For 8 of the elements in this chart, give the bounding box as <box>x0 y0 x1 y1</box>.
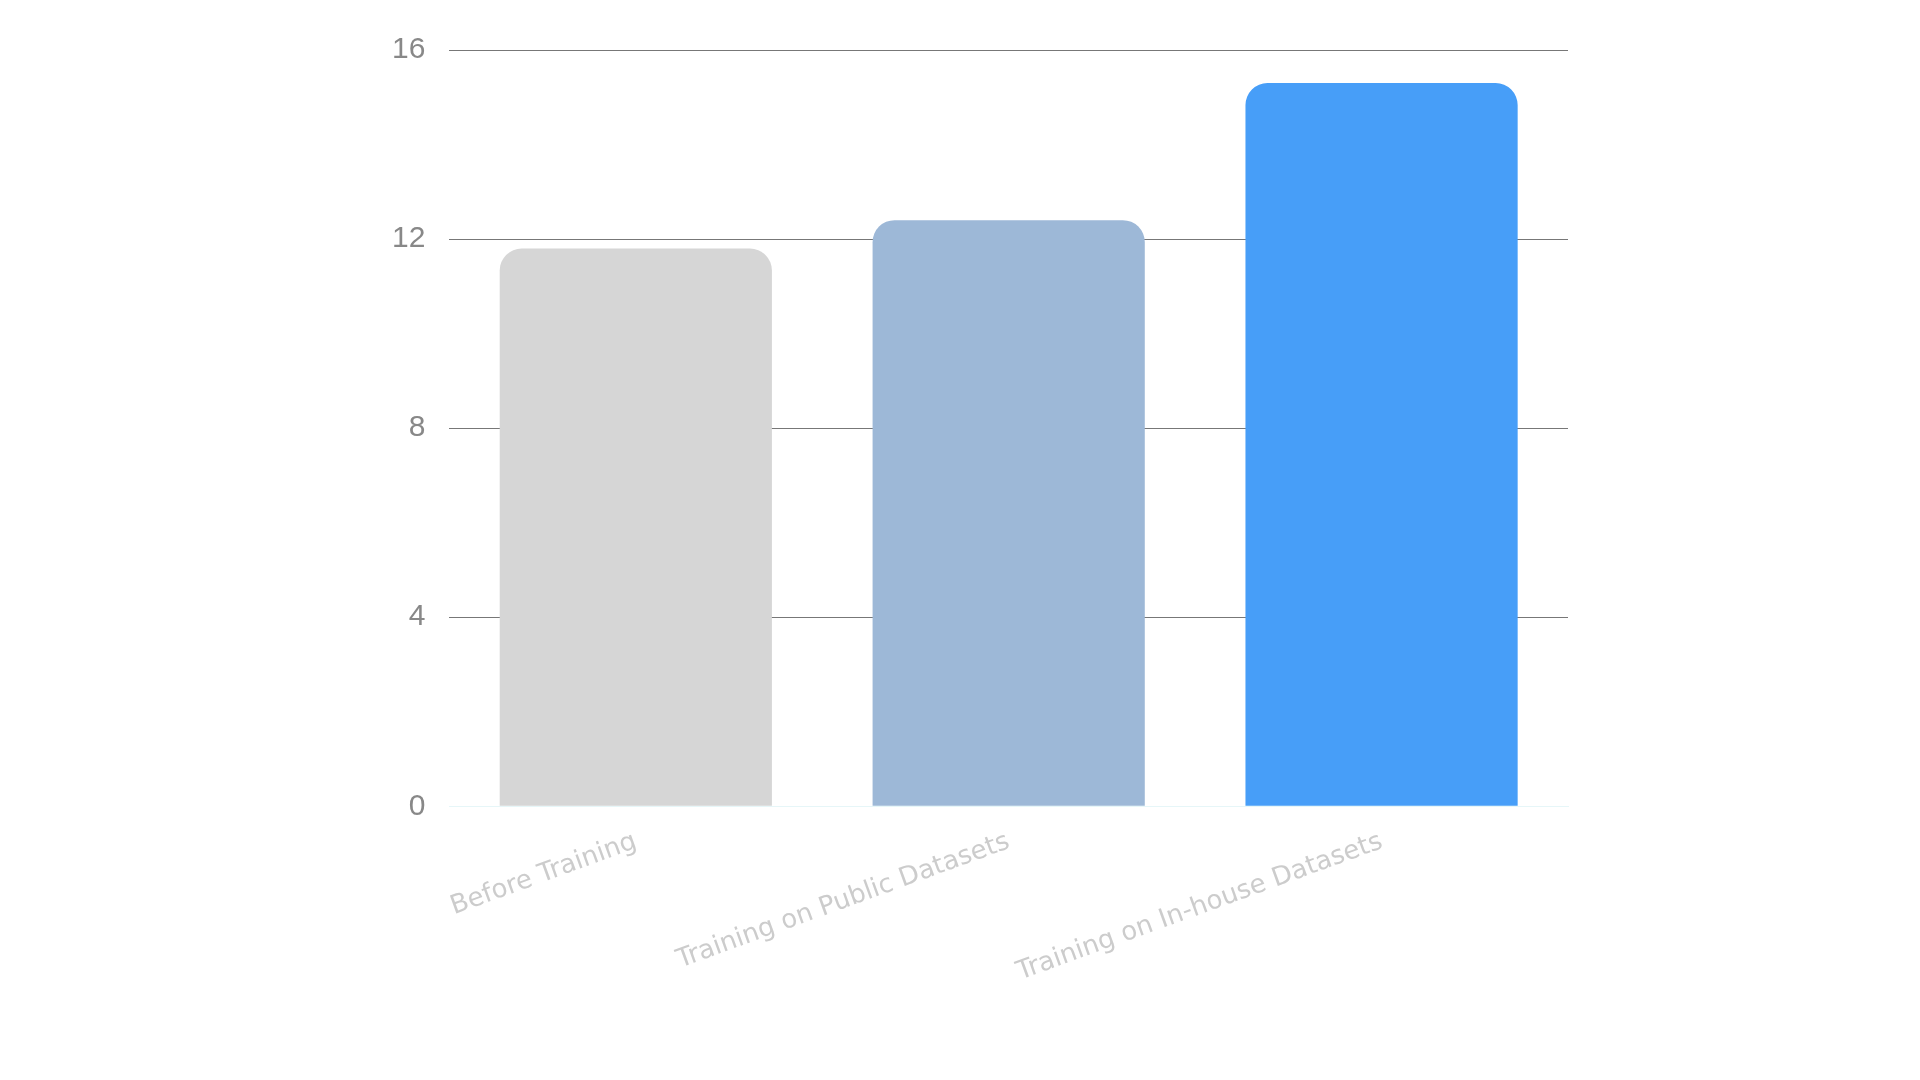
y-tick-label: 0 <box>408 787 426 821</box>
bar <box>1245 83 1518 806</box>
bar <box>872 220 1145 806</box>
y-tick-label: 12 <box>391 220 426 254</box>
y-tick-label: 8 <box>408 409 426 443</box>
y-tick-label: 16 <box>391 31 426 65</box>
bar <box>499 248 772 806</box>
y-tick-label: 4 <box>408 598 426 632</box>
